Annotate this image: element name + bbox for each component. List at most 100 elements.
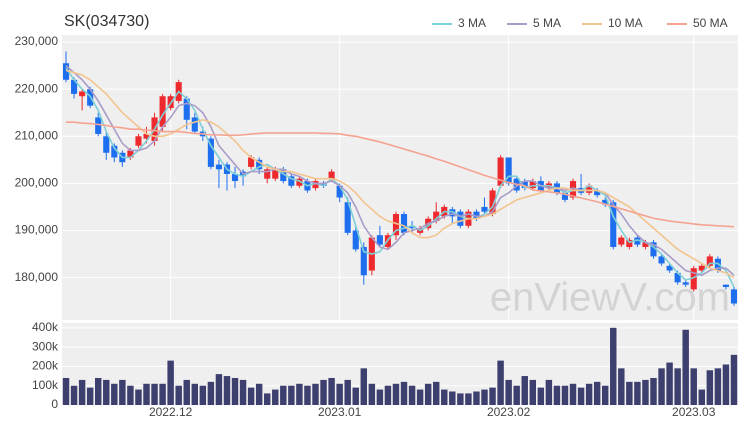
- volume-bar: [561, 385, 569, 405]
- volume-bar: [674, 368, 681, 405]
- candle-body: [433, 211, 440, 222]
- candle-body: [264, 169, 271, 179]
- volume-bar: [682, 329, 689, 405]
- volume-bar: [569, 383, 577, 405]
- volume-bar: [280, 385, 287, 405]
- chart-title: SK(034730): [64, 13, 149, 30]
- y-tick-label: 200,000: [15, 176, 59, 190]
- candle-body: [344, 202, 351, 233]
- ma-line: [65, 69, 735, 279]
- candle-body: [682, 282, 689, 285]
- volume-bar: [255, 383, 263, 405]
- candle-body: [135, 136, 142, 146]
- volume-bar: [320, 379, 327, 405]
- y-tick-label: 300k: [32, 339, 59, 353]
- volume-bar: [143, 383, 150, 405]
- volume-bar: [207, 381, 215, 405]
- volume-bar: [231, 377, 239, 405]
- candle-body: [400, 214, 408, 233]
- candle-body: [602, 199, 609, 205]
- volume-bar: [296, 383, 303, 405]
- candle-body: [473, 211, 480, 219]
- candle-body: [722, 284, 729, 288]
- candle-body: [127, 150, 134, 158]
- volume-bar: [239, 379, 247, 405]
- volume-bar: [722, 364, 730, 405]
- candle-body: [626, 239, 633, 247]
- y-tick-label: 230,000: [15, 34, 59, 48]
- candle-body: [95, 117, 102, 134]
- candle-body: [658, 256, 665, 264]
- volume-bar: [610, 327, 617, 405]
- candle-body: [328, 171, 335, 179]
- volume-bar: [111, 383, 118, 405]
- volume-bar: [103, 379, 110, 405]
- volume-bar: [505, 379, 512, 405]
- candle-body: [505, 157, 512, 184]
- candle-body: [666, 265, 673, 271]
- volume-bar: [497, 360, 504, 405]
- candle-body: [215, 164, 222, 170]
- candle-body: [296, 178, 303, 186]
- candle-body: [248, 157, 255, 167]
- volume-bar: [94, 377, 102, 405]
- candle-body: [280, 169, 287, 182]
- volume-bar: [223, 376, 231, 405]
- candle-body: [569, 181, 577, 198]
- x-tick-label: 2023.02: [487, 405, 531, 419]
- candle-body: [159, 96, 166, 127]
- volume-bar: [159, 383, 166, 405]
- volume-bar: [336, 383, 343, 405]
- candle-body: [561, 192, 569, 200]
- candle-body: [618, 237, 625, 245]
- volume-bar: [312, 383, 319, 405]
- volume-bar: [86, 387, 94, 405]
- volume-bar: [666, 362, 673, 405]
- candle-body: [521, 181, 528, 189]
- candle-body: [714, 258, 721, 271]
- candle-body: [111, 145, 118, 158]
- volume-bar: [408, 385, 416, 405]
- volume-bar: [618, 368, 625, 405]
- volume-bar: [127, 385, 134, 405]
- volume-bar: [376, 389, 384, 405]
- candle-body: [103, 136, 110, 153]
- volume-bar: [416, 389, 424, 405]
- candle-body: [674, 272, 681, 283]
- volume-bar: [553, 385, 561, 405]
- volume-bar: [183, 379, 190, 405]
- volume-bar: [465, 393, 472, 405]
- volume-bar: [698, 389, 706, 405]
- candle-body: [312, 181, 319, 189]
- candle-body: [62, 63, 70, 80]
- volume-bar: [135, 389, 142, 405]
- candle-body: [457, 211, 464, 226]
- volume-bar: [481, 389, 488, 405]
- volume-bar: [263, 393, 271, 405]
- price-plot-bg: [62, 35, 738, 320]
- volume-bar: [473, 391, 480, 405]
- volume-bar: [328, 377, 335, 405]
- candle-body: [634, 237, 641, 245]
- candle-body: [497, 157, 504, 186]
- volume-bar: [368, 383, 376, 405]
- candle-body: [650, 242, 657, 257]
- volume-bar: [78, 379, 86, 405]
- candle-body: [610, 202, 617, 247]
- volume-bar: [634, 381, 641, 405]
- y-tick-label: 190,000: [15, 223, 59, 237]
- candle-body: [376, 235, 383, 245]
- volume-bar: [424, 383, 432, 405]
- candle-body: [642, 242, 649, 247]
- volume-bar: [119, 379, 126, 405]
- volume-bar: [521, 376, 528, 405]
- candle-body: [409, 225, 416, 229]
- candle-body: [449, 209, 456, 217]
- volume-bar: [151, 383, 158, 405]
- candle-body: [481, 206, 488, 212]
- ma-line: [65, 65, 735, 277]
- candle-body: [191, 117, 198, 132]
- candle-body: [288, 176, 295, 186]
- volume-bar: [272, 389, 279, 405]
